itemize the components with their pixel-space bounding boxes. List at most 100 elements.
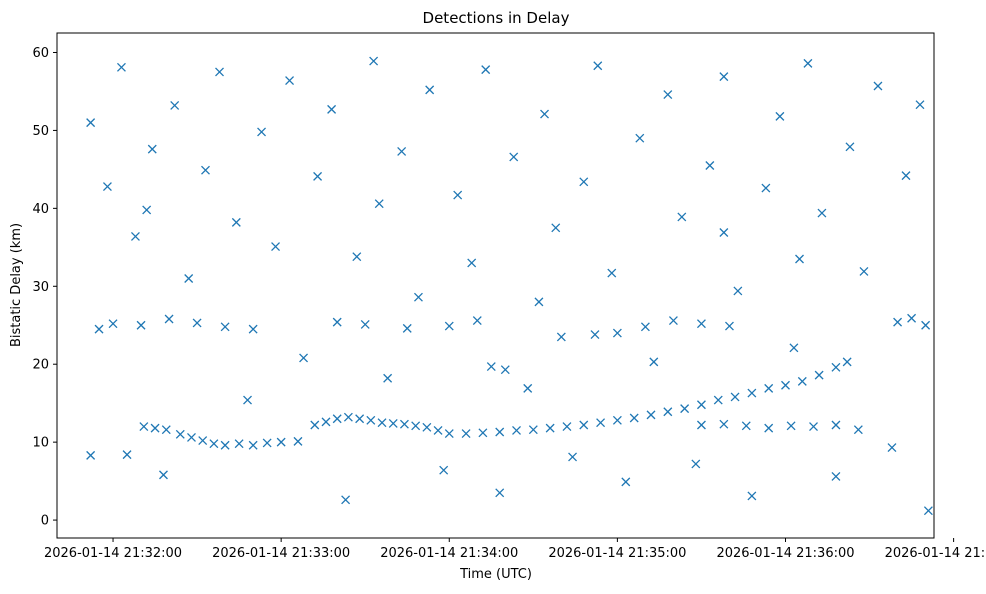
data-point: [271, 242, 281, 251]
data-point: [495, 427, 505, 437]
data-point: [86, 118, 96, 128]
data-point: [663, 407, 673, 417]
y-tick-label: 30: [32, 280, 49, 295]
data-point: [915, 100, 925, 110]
data-point: [635, 133, 645, 143]
data-point: [730, 392, 740, 402]
data-point: [556, 332, 566, 342]
data-point: [719, 419, 729, 429]
data-point: [831, 362, 841, 372]
data-point: [677, 212, 687, 222]
data-point: [122, 450, 132, 460]
y-tick-label: 0: [41, 514, 49, 529]
data-point: [725, 321, 734, 331]
data-point: [528, 425, 538, 435]
data-point: [209, 439, 219, 449]
data-point: [170, 101, 180, 110]
data-point: [696, 400, 706, 410]
data-point: [579, 420, 589, 430]
x-axis: 2026-01-14 21:32:00 2026-01-14 21:33:00 20…: [44, 538, 986, 561]
data-point: [649, 357, 659, 367]
data-point: [453, 190, 463, 200]
data-point: [568, 452, 578, 462]
data-point: [786, 421, 796, 431]
data-point: [433, 425, 443, 435]
data-point: [383, 373, 393, 383]
data-point: [461, 429, 471, 439]
data-point: [545, 423, 555, 433]
data-point: [388, 418, 398, 428]
data-point: [327, 104, 337, 114]
data-point: [663, 90, 673, 100]
x-tick-label: 2026-01-14 21:37:00: [885, 546, 986, 561]
data-point: [719, 228, 729, 237]
marker-layer: [86, 56, 933, 516]
data-point: [795, 254, 804, 264]
x-tick-label: 2026-01-14 21:33:00: [212, 546, 350, 561]
data-point: [845, 142, 855, 152]
data-point: [285, 76, 295, 85]
data-point: [86, 450, 96, 460]
data-point: [369, 56, 379, 66]
y-tick-label: 10: [32, 436, 49, 451]
data-point: [747, 388, 757, 398]
data-point: [923, 506, 933, 516]
data-point: [332, 317, 342, 327]
data-point: [139, 422, 149, 432]
data-point: [425, 85, 435, 95]
data-point: [321, 417, 331, 427]
data-point: [231, 217, 241, 227]
y-tick-label: 60: [32, 46, 49, 61]
data-point: [310, 420, 320, 430]
data-point: [472, 316, 482, 326]
data-point: [540, 109, 549, 119]
data-point: [887, 443, 897, 453]
data-point: [764, 383, 774, 393]
data-point: [299, 353, 309, 363]
data-point: [596, 418, 606, 428]
chart-title: Detections in Delay: [423, 9, 570, 27]
data-point: [215, 67, 224, 77]
data-point: [719, 72, 729, 82]
data-point: [873, 81, 883, 91]
data-point: [352, 252, 362, 262]
data-point: [422, 422, 432, 432]
data-point: [102, 182, 112, 191]
x-tick-label: 2026-01-14 21:34:00: [380, 546, 518, 561]
y-tick-label: 40: [32, 202, 49, 217]
data-point: [680, 404, 690, 414]
data-point: [761, 183, 771, 193]
data-point: [147, 144, 157, 154]
data-point: [444, 321, 454, 331]
data-point: [562, 422, 572, 432]
data-point: [94, 324, 104, 334]
y-tick-label: 50: [32, 124, 49, 139]
data-point: [108, 319, 118, 329]
data-point: [360, 320, 370, 329]
data-point: [220, 322, 230, 332]
data-point: [747, 491, 757, 501]
x-tick-label: 2026-01-14 21:35:00: [548, 546, 686, 561]
data-point: [509, 152, 519, 162]
data-point: [789, 343, 799, 353]
y-axis-label: Bistatic Delay (km): [9, 223, 24, 347]
data-point: [402, 323, 412, 333]
data-point: [159, 470, 168, 480]
data-point: [629, 413, 639, 423]
data-point: [486, 362, 496, 372]
data-point: [696, 319, 706, 329]
data-point: [512, 425, 521, 435]
data-point: [397, 146, 407, 156]
data-point: [130, 231, 140, 241]
y-axis: 0 10 20 30 40 50 60: [32, 46, 57, 529]
x-tick-label: 2026-01-14 21:32:00: [44, 546, 182, 561]
data-point: [343, 412, 353, 422]
data-point: [842, 357, 852, 367]
data-point: [142, 205, 152, 215]
data-point: [220, 440, 230, 450]
data-point: [668, 316, 678, 326]
data-point: [495, 488, 505, 498]
data-point: [831, 420, 841, 430]
